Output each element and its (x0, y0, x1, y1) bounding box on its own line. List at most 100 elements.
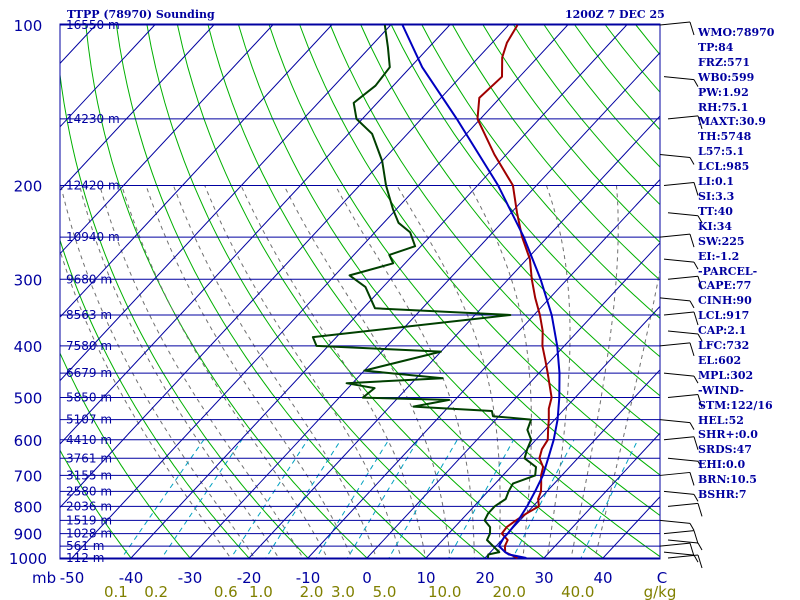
mixing-ratio-line (229, 439, 309, 559)
temperature-tick-label: -20 (237, 569, 262, 587)
mixing-ratio-label: 10.0 (428, 583, 461, 600)
background-lines (60, 24, 660, 559)
temperature-tick-label: -50 (60, 569, 85, 587)
plot-frame (59, 23, 661, 560)
mb-unit-label: mb (32, 569, 56, 587)
height-label: 7580 m (66, 339, 112, 353)
moist-adiabat (204, 185, 402, 559)
moist-adiabat (79, 185, 280, 559)
index-item: EL:602 (698, 353, 742, 367)
wind-barb (663, 181, 699, 196)
index-item: EI:-1.2 (698, 249, 740, 263)
wind-barb (663, 436, 699, 450)
mixing-ratio-label: 5.0 (373, 583, 397, 600)
dry-adiabat (60, 351, 192, 559)
height-label: 4410 m (66, 433, 112, 447)
height-label: 112 m (66, 551, 104, 565)
height-label: 12420 m (66, 178, 120, 192)
wind-barb (663, 258, 699, 270)
dry-adiabat (115, 24, 428, 559)
dewpoint-line (311, 24, 537, 559)
parcel-line (401, 24, 561, 559)
mixing-ratio-label: 0.1 (104, 583, 128, 600)
wind-barbs (659, 21, 703, 569)
wind-barb (659, 342, 695, 357)
dry-adiabat (421, 24, 660, 319)
isotherm (188, 51, 660, 559)
pressure-tick-label: 600 (14, 432, 43, 450)
isotherm (365, 242, 660, 559)
moist-adiabat (594, 267, 660, 559)
height-label: 16550 m (66, 18, 120, 32)
wind-barb (663, 76, 699, 87)
mixing-ratio-label: 0.6 (214, 583, 238, 600)
index-item: LI:0.1 (698, 175, 735, 189)
mixing-ratio-label: 40.0 (561, 583, 594, 600)
temperature-tick-label: C (657, 569, 667, 587)
temperature-tick-label: -40 (119, 569, 144, 587)
temperature-tick-label: 0 (362, 569, 372, 587)
wind-barb (659, 233, 695, 248)
dry-adiabat (146, 24, 488, 559)
moist-adiabat (240, 185, 427, 559)
mixing-ratio-label: 3.0 (331, 583, 355, 600)
index-item: SI:3.3 (698, 189, 735, 203)
index-item: PW:1.92 (698, 85, 749, 99)
wind-barb (667, 539, 703, 551)
dry-adiabat (360, 24, 660, 397)
temperature-tick-label: 30 (534, 569, 553, 587)
index-item: MAXT:30.9 (698, 115, 766, 129)
height-label: 1519 m (66, 513, 112, 527)
temperature-tick-label: -30 (178, 569, 203, 587)
wind-barb (663, 311, 699, 326)
moist-adiabat (121, 185, 329, 559)
dry-adiabat (60, 238, 251, 559)
mixing-ratio-line (264, 439, 342, 559)
chart-time: 1200Z 7 DEC 25 (565, 8, 665, 21)
isotherm (60, 24, 215, 191)
wind-barb (663, 490, 699, 502)
height-label: 1028 m (66, 527, 112, 541)
index-item: FRZ:571 (698, 55, 751, 69)
moist-adiabat (99, 185, 305, 559)
temperature-line (476, 24, 553, 559)
wind-barb (663, 530, 699, 544)
isotherm (542, 432, 660, 559)
mixing-ratio-label: 0.2 (144, 583, 168, 600)
isotherm (483, 369, 660, 559)
index-item: WMO:78970 (698, 26, 775, 39)
height-label: 8563 m (66, 308, 112, 322)
axis-labels: 16550 m 14230 m 12420 m 10940 m 9680 m 8563 m… (9, 17, 676, 600)
index-item: STM:122/16 (698, 398, 773, 412)
height-label: 10940 m (66, 230, 120, 244)
index-item: CINH:90 (698, 294, 752, 308)
dry-adiabat (207, 24, 606, 559)
wind-barb (659, 297, 695, 309)
chart-title: TTPP (78970) Sounding (67, 8, 215, 21)
index-item: TH:5748 (698, 130, 752, 144)
dry-adiabat (452, 24, 660, 281)
index-item: -WIND- (698, 383, 744, 397)
mixing-ratio-line (160, 439, 243, 559)
dry-adiabat (60, 71, 310, 559)
index-item: TT:40 (698, 204, 733, 218)
wind-barb (667, 275, 703, 290)
isotherm (60, 24, 392, 382)
moist-adiabat (545, 185, 571, 559)
mixing-ratio-line (511, 439, 575, 559)
wind-barb (667, 457, 703, 469)
index-item: HEL:52 (698, 413, 744, 427)
index-item: WB0:599 (698, 70, 755, 84)
index-item: CAP:2.1 (698, 324, 747, 338)
index-item: LFC:732 (698, 339, 750, 353)
dry-adiabat (268, 24, 660, 517)
isotherm (247, 115, 660, 559)
wind-barb (659, 419, 695, 430)
mixing-ratio-unit: g/kg (644, 583, 677, 600)
wind-barb (667, 394, 703, 408)
moist-adiabat (468, 185, 532, 559)
sounding-series (311, 24, 561, 559)
pressure-tick-label: 1000 (9, 550, 47, 568)
temperature-tick-label: 20 (475, 569, 494, 587)
isotherm (60, 24, 156, 128)
